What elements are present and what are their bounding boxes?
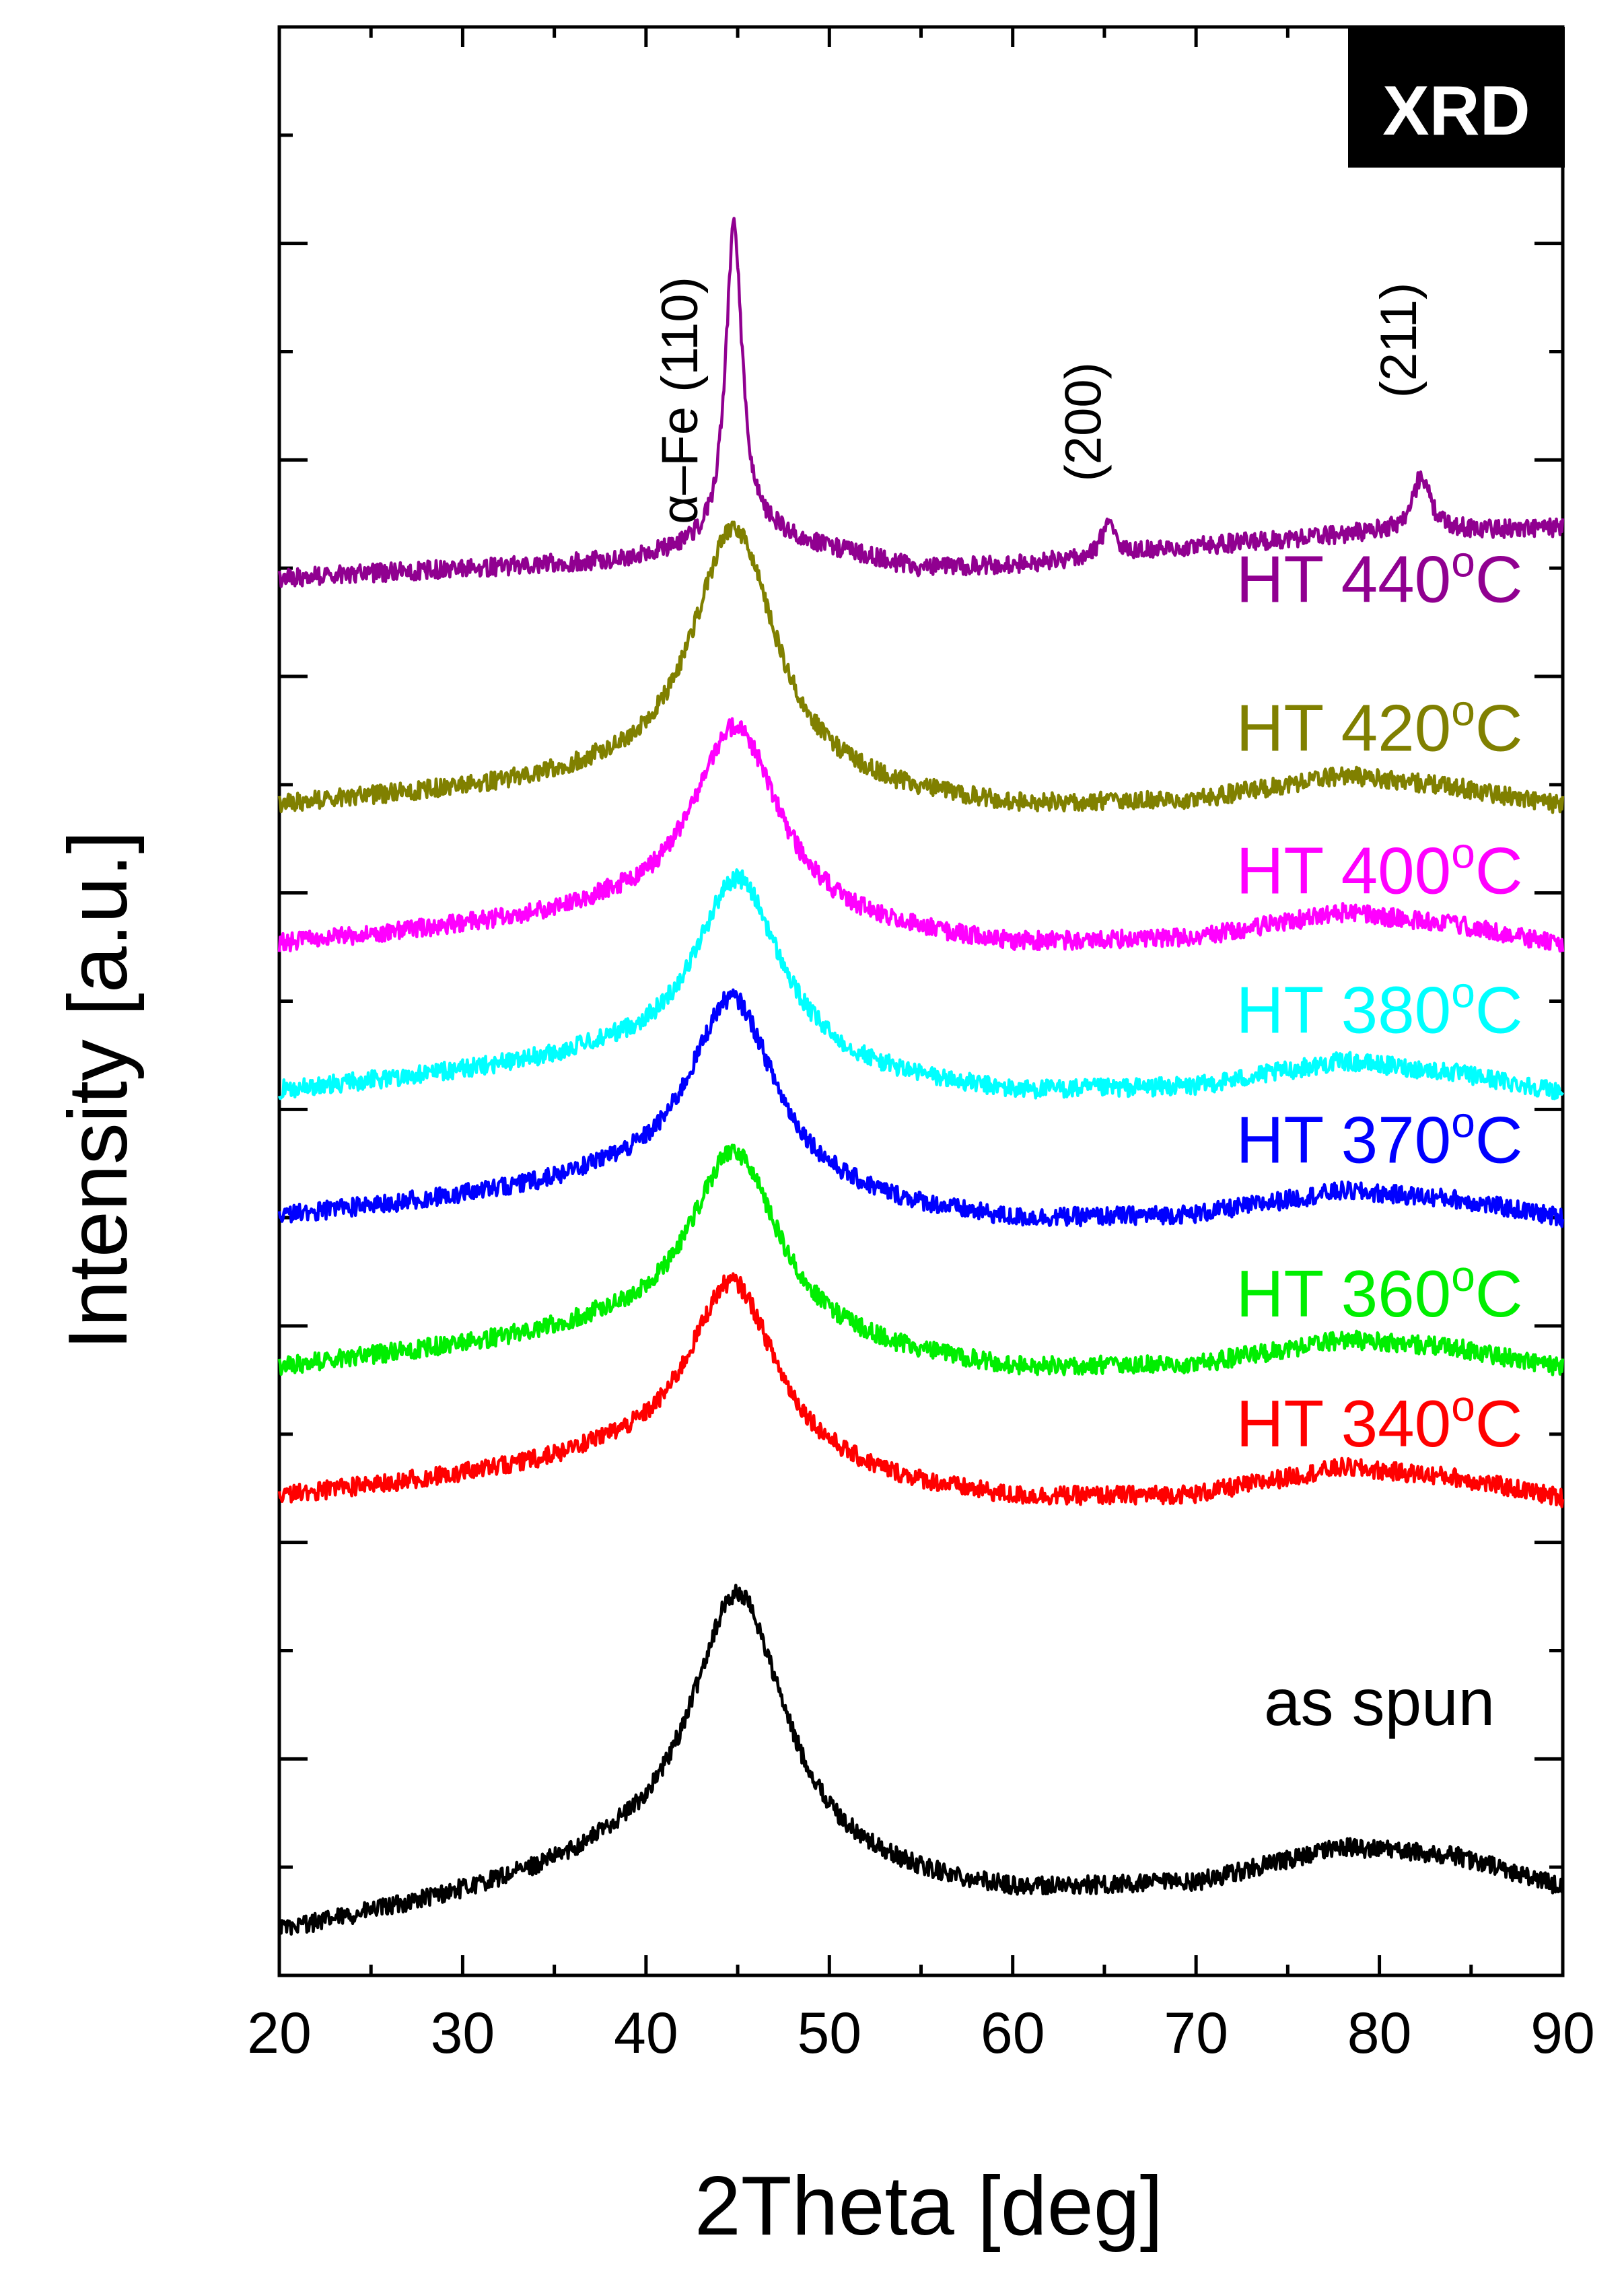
series-line xyxy=(277,717,1565,953)
x-tick-label: 40 xyxy=(614,2001,678,2066)
series-line xyxy=(277,520,1565,814)
series-label: HT 380oC xyxy=(1236,968,1523,1047)
xrd-badge-background xyxy=(1348,27,1565,168)
x-axis: 20 30 40 50 60 70 80 90 xyxy=(247,27,1595,2066)
series-line xyxy=(277,1584,1565,1936)
series-label: as spun xyxy=(1264,1665,1495,1739)
x-tick-label: 20 xyxy=(247,2001,312,2066)
peak-annotations: α–Fe (110) (200) (211) xyxy=(651,277,1427,524)
series-labels: as spun HT 340oC HT 360oC HT 370oC HT 380oC H… xyxy=(1236,538,1523,1739)
series-label: HT 340oC xyxy=(1236,1382,1523,1461)
series-label: HT 440oC xyxy=(1236,538,1523,617)
series-label: HT 400oC xyxy=(1236,829,1523,908)
peak-annotation: (211) xyxy=(1370,283,1427,398)
series-line xyxy=(277,1144,1565,1376)
peak-annotation: (200) xyxy=(1055,362,1112,481)
x-axis-title: 2Theta [deg] xyxy=(695,2160,1163,2253)
series-label: HT 370oC xyxy=(1236,1098,1523,1176)
x-tick-label: 60 xyxy=(981,2001,1045,2066)
series-lines xyxy=(277,217,1565,1936)
series-label: HT 420oC xyxy=(1236,686,1523,765)
series-line xyxy=(277,868,1564,1100)
series-line xyxy=(277,217,1565,588)
series-label: HT 360oC xyxy=(1236,1252,1523,1331)
x-tick-label: 80 xyxy=(1347,2001,1412,2066)
xrd-badge-text: XRD xyxy=(1382,72,1530,150)
y-axis-title: Intensity [a.u.] xyxy=(52,831,145,1350)
x-tick-label: 90 xyxy=(1530,2001,1595,2066)
x-tick-label: 50 xyxy=(797,2001,861,2066)
x-tick-label: 70 xyxy=(1164,2001,1228,2066)
x-tick-label: 30 xyxy=(431,2001,495,2066)
series-line xyxy=(277,988,1565,1228)
peak-annotation: α–Fe (110) xyxy=(651,277,709,524)
xrd-badge: XRD xyxy=(1348,27,1565,168)
series-line xyxy=(277,1272,1565,1508)
